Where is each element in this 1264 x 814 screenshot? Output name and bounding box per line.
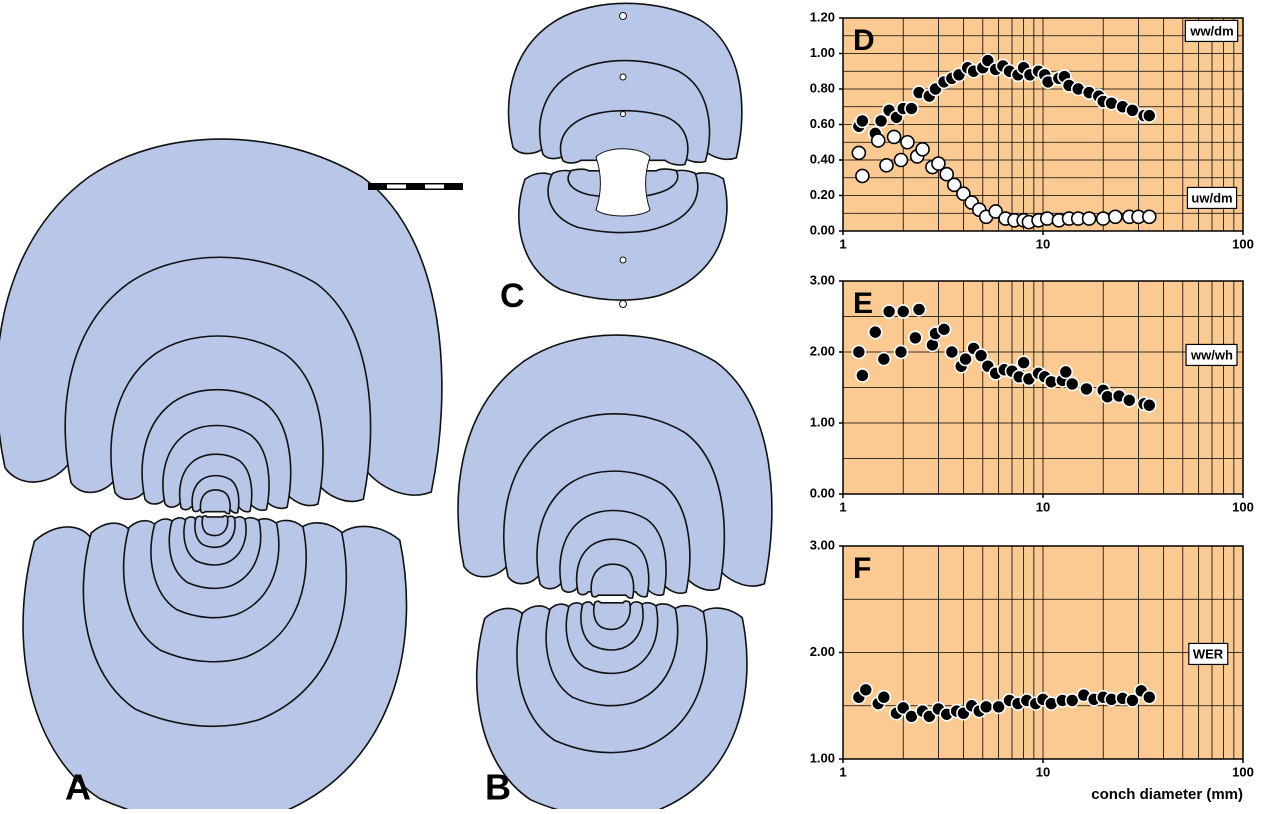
data-point (1143, 109, 1156, 122)
legend-entry: uw/dm (1187, 187, 1236, 208)
data-point (1097, 212, 1110, 225)
data-point (1083, 212, 1096, 225)
legend-entry: ww/wh (1186, 344, 1237, 365)
x-tick-label: 1 (839, 236, 846, 251)
x-tick-label: 100 (1232, 764, 1254, 779)
scale-bar (368, 183, 463, 190)
data-point (905, 102, 918, 115)
data-point (980, 700, 993, 713)
y-tick-label: 0.20 (810, 187, 835, 202)
data-point (938, 323, 951, 336)
y-tick-label: 0.40 (810, 151, 835, 166)
panel-label: B (485, 767, 511, 808)
data-point (1080, 382, 1093, 395)
data-point (1109, 210, 1122, 223)
y-tick-label: 0.60 (810, 116, 835, 131)
data-point (877, 353, 890, 366)
y-tick-label: 1.00 (810, 414, 835, 429)
data-point (852, 346, 865, 359)
x-axis-label: conch diameter (mm) (1091, 786, 1243, 803)
data-point (897, 305, 910, 318)
x-tick-label: 100 (1232, 236, 1254, 251)
legend-label: WER (1193, 646, 1224, 661)
legend-label: uw/dm (1191, 190, 1232, 205)
panel-label: D (853, 24, 875, 57)
data-point (1143, 210, 1156, 223)
data-point (859, 683, 872, 696)
data-point (1017, 356, 1030, 369)
x-tick-label: 1 (839, 499, 846, 514)
y-tick-label: 1.00 (810, 45, 835, 60)
y-tick-label: 2.00 (810, 644, 835, 659)
x-tick-label: 10 (1036, 499, 1050, 514)
panel-label: C (500, 277, 525, 315)
legend-label: ww/wh (1190, 347, 1233, 362)
x-tick-label: 1 (839, 764, 846, 779)
panel-label: E (853, 287, 873, 320)
data-point (909, 331, 922, 344)
data-point (869, 326, 882, 339)
data-point (872, 134, 885, 147)
data-point (1143, 691, 1156, 704)
data-point (901, 136, 914, 149)
y-tick-label: 0.00 (810, 485, 835, 500)
drawing-c (509, 3, 742, 307)
data-point (913, 303, 926, 316)
legend-label: ww/dm (1189, 23, 1233, 38)
x-tick-label: 100 (1232, 499, 1254, 514)
y-tick-label: 2.00 (810, 343, 835, 358)
data-point (1123, 394, 1136, 407)
data-point (1143, 399, 1156, 412)
y-tick-label: 1.00 (810, 750, 835, 765)
data-point (883, 305, 896, 318)
y-tick-label: 3.00 (810, 272, 835, 287)
y-tick-label: 0.00 (810, 222, 835, 237)
drawing-a (0, 139, 442, 809)
x-tick-label: 10 (1036, 764, 1050, 779)
data-point (1059, 365, 1072, 378)
data-point (880, 159, 893, 172)
panel-label: F (853, 552, 871, 585)
panel-label: A (65, 767, 91, 808)
figure: A B C 0.000.200.400.600.801.001.20110100… (0, 0, 1264, 809)
data-point (945, 346, 958, 359)
y-tick-label: 1.20 (810, 9, 835, 24)
data-point (877, 691, 890, 704)
y-tick-label: 0.80 (810, 80, 835, 95)
data-point (856, 169, 869, 182)
x-tick-label: 10 (1036, 236, 1050, 251)
legend-entry: ww/dm (1185, 20, 1237, 41)
data-point (895, 154, 908, 167)
data-point (895, 346, 908, 359)
data-point (916, 143, 929, 156)
y-tick-label: 3.00 (810, 537, 835, 552)
data-point (1066, 377, 1079, 390)
data-point (856, 114, 869, 127)
drawing-b (458, 335, 772, 809)
data-point (888, 130, 901, 143)
data-point (852, 146, 865, 159)
legend-entry: WER (1189, 643, 1228, 664)
data-point (856, 369, 869, 382)
